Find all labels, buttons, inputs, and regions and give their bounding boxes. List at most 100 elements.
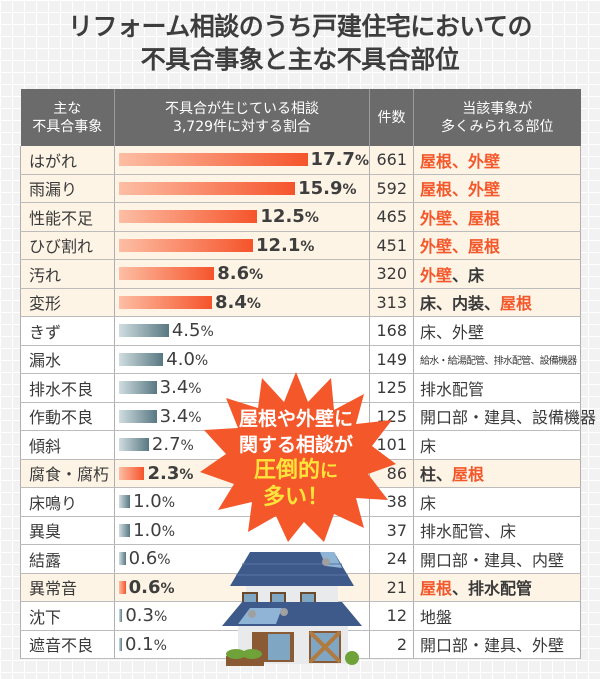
count-value: 592: [369, 174, 414, 203]
callout-text: 屋根や外壁に 関する相談が 圧倒的に 多い！: [196, 406, 396, 511]
count-value: 149: [369, 345, 414, 374]
ratio-bar: [119, 238, 253, 252]
ratio-bar: [119, 466, 145, 480]
count-value: 451: [369, 231, 414, 260]
affected-parts: 屋根、外壁: [413, 146, 581, 175]
event-label: 傾斜: [20, 430, 115, 460]
affected-parts: 床、外壁: [413, 316, 581, 346]
callout-line-1: 屋根や外壁に: [238, 408, 353, 430]
count-value: 24: [369, 544, 414, 574]
ratio-bar: [119, 438, 149, 452]
ratio-bar: [119, 552, 126, 566]
ratio-bar: [119, 210, 258, 224]
count-value: 320: [369, 259, 414, 289]
count-value: 2: [369, 630, 414, 659]
table-row: 汚れ 8.6% 320 外壁、床: [20, 259, 581, 289]
event-label: 沈下: [20, 601, 115, 631]
ratio-bar: [119, 409, 157, 423]
ratio-value: 3.4%: [159, 405, 202, 427]
title-line-1: リフォーム相談のうち戸建住宅においての: [67, 12, 533, 41]
ratio-bar: [119, 580, 126, 594]
count-value: 21: [369, 573, 414, 602]
ratio-bar: [119, 495, 131, 509]
affected-parts: 柱、屋根: [413, 459, 581, 488]
event-label: ひび割れ: [20, 231, 115, 260]
table-row: 雨漏り 15.9% 592 屋根、外壁: [20, 174, 581, 203]
ratio-value: 1.0%: [133, 519, 176, 541]
ratio-value: 15.9%: [298, 177, 357, 199]
header-count: 件数: [369, 89, 414, 146]
ratio-value: 17.7%: [310, 149, 369, 171]
ratio-bar: [119, 181, 296, 195]
ratio-value: 1.0%: [133, 491, 176, 513]
affected-parts: 開口部・建具、設備機器: [413, 402, 596, 431]
affected-parts: 外壁、屋根: [413, 231, 581, 260]
ratio-value: 12.1%: [255, 234, 315, 256]
event-label: 作動不良: [20, 402, 115, 431]
event-label: 床鳴り: [20, 487, 115, 517]
affected-parts: 開口部・建具、内壁: [413, 544, 581, 574]
ratio-bar-cell: 4.0%: [114, 345, 370, 374]
callout-burst: 屋根や外壁に 関する相談が 圧倒的に 多い！: [196, 372, 396, 542]
ratio-value: 0.6%: [128, 548, 171, 570]
table-row: はがれ 17.7% 661 屋根、外壁: [20, 146, 581, 175]
ratio-bar: [119, 352, 164, 366]
affected-parts: 屋根、排水配管: [413, 573, 581, 602]
header-ratio: 不具合が生じている相談 3,729件に対する割合: [114, 89, 370, 146]
ratio-value: 0.1%: [125, 633, 167, 655]
count-value: 12: [369, 601, 414, 631]
page-title: リフォーム相談のうち戸建住宅においての 不具合事象と主な不具合部位: [0, 10, 600, 76]
event-label: きず: [20, 316, 115, 346]
affected-parts: 地盤: [413, 601, 581, 631]
ratio-bar-cell: 12.5%: [114, 202, 370, 232]
event-label: 汚れ: [20, 259, 115, 289]
ratio-bar: [119, 324, 169, 338]
ratio-value: 3.4%: [159, 377, 202, 399]
event-label: 雨漏り: [20, 174, 115, 203]
affected-parts: 床、内装、屋根: [413, 288, 581, 317]
count-value: 313: [369, 288, 414, 317]
affected-parts: 床: [413, 487, 581, 517]
count-value: 661: [369, 146, 414, 175]
affected-parts: 開口部・建具、外壁: [413, 630, 581, 659]
title-line-2: 不具合事象と主な不具合部位: [140, 45, 460, 74]
ratio-value: 0.6%: [128, 576, 175, 598]
damaged-house-illustration: [222, 552, 362, 670]
table-row: 変形 8.4% 313 床、内装、屋根: [20, 288, 581, 317]
ratio-bar-cell: 8.4%: [114, 288, 370, 317]
ratio-value: 2.3%: [147, 462, 194, 484]
ratio-bar-cell: 8.6%: [114, 259, 370, 289]
ratio-bar: [119, 609, 123, 623]
callout-line-4: 多い！: [262, 485, 330, 510]
event-label: 異臭: [20, 516, 115, 545]
event-label: 結露: [20, 544, 115, 574]
count-value: 168: [369, 316, 414, 346]
ratio-bar: [119, 523, 131, 537]
ratio-value: 4.5%: [171, 320, 214, 342]
event-label: 腐食・腐朽: [20, 459, 115, 488]
count-value: 125: [369, 402, 414, 431]
ratio-bar-cell: 15.9%: [114, 174, 370, 203]
table-header-row: 主な 不具合事象 不具合が生じている相談 3,729件に対する割合 件数 当該事…: [20, 89, 581, 146]
ratio-bar-cell: 17.7%: [114, 146, 370, 175]
ratio-value: 8.6%: [217, 263, 264, 285]
affected-parts: 床: [413, 430, 581, 460]
event-label: 異常音: [20, 573, 115, 602]
affected-parts: 外壁、屋根: [413, 202, 581, 232]
event-label: 遮音不良: [20, 630, 115, 659]
ratio-value: 4.0%: [166, 348, 209, 370]
count-value: 37: [369, 516, 414, 545]
count-value: 125: [369, 373, 414, 403]
table-row: きず 4.5% 168 床、外壁: [20, 316, 581, 346]
ratio-bar-cell: 12.1%: [114, 231, 370, 260]
affected-parts: 外壁、床: [413, 259, 581, 289]
callout-line-2: 関する相談が: [238, 434, 353, 456]
affected-parts: 給水・給湯配管、排水配管、設備機器: [413, 345, 581, 374]
table-row: 遮音不良 0.1% 2 開口部・建具、外壁: [20, 630, 581, 659]
table-row: ひび割れ 12.1% 451 外壁、屋根: [20, 231, 581, 260]
table-row: 性能不足 12.5% 465 外壁、屋根: [20, 202, 581, 232]
ratio-value: 0.3%: [125, 605, 168, 627]
ratio-value: 8.4%: [215, 291, 261, 313]
affected-parts: 屋根、外壁: [413, 174, 581, 203]
header-parts: 当該事象が 多くみられる部位: [413, 89, 581, 146]
